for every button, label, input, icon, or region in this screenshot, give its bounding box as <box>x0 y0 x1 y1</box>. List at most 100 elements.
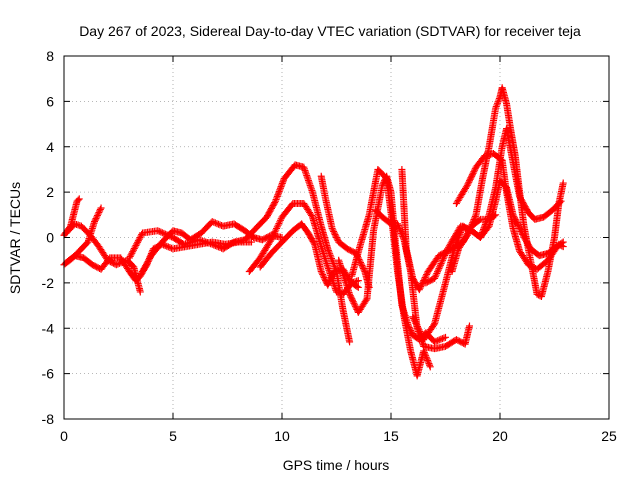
data-point <box>469 217 477 225</box>
data-point <box>324 281 332 289</box>
data-point <box>417 329 425 337</box>
data-point <box>96 207 104 215</box>
data-point <box>278 179 286 187</box>
data-point <box>272 226 280 234</box>
data-point <box>423 355 431 363</box>
data-point <box>354 283 362 291</box>
data-point <box>276 184 284 192</box>
data-point <box>414 324 422 332</box>
data-point <box>74 196 82 204</box>
data-point <box>328 255 336 263</box>
data-point <box>308 212 316 220</box>
data-point <box>273 192 281 200</box>
data-point <box>280 176 288 184</box>
data-point <box>318 269 326 277</box>
y-axis-label: SDTVAR / TECUs <box>7 182 23 294</box>
data-point <box>97 204 105 212</box>
data-point <box>325 248 333 256</box>
data-point <box>332 232 340 240</box>
data-point <box>210 218 218 226</box>
data-point <box>274 191 282 199</box>
data-point <box>515 223 523 231</box>
data-point <box>513 218 521 226</box>
data-point <box>346 290 354 298</box>
data-point <box>559 243 567 251</box>
data-point <box>435 265 443 273</box>
data-point <box>395 223 403 231</box>
data-points <box>60 84 567 380</box>
data-point <box>433 269 441 277</box>
data-point <box>359 265 367 273</box>
data-point <box>137 232 145 240</box>
data-point <box>115 259 123 267</box>
x-tick-label: 15 <box>383 428 399 444</box>
data-point <box>276 186 284 194</box>
data-point <box>461 224 469 232</box>
data-point <box>119 258 127 266</box>
data-point <box>331 230 339 238</box>
data-point <box>310 239 318 247</box>
data-point <box>466 175 474 183</box>
data-point <box>423 269 431 277</box>
data-point <box>349 298 357 306</box>
data-point <box>417 283 425 291</box>
data-point <box>418 281 426 289</box>
data-point <box>93 213 101 221</box>
data-point <box>317 268 325 276</box>
data-point <box>324 245 332 253</box>
data-point <box>425 360 433 368</box>
data-point <box>440 253 448 261</box>
data-point <box>319 272 327 280</box>
data-point <box>437 260 445 268</box>
data-point <box>512 217 520 225</box>
data-point <box>348 295 356 303</box>
series-track-17 <box>448 84 567 300</box>
data-point <box>381 173 389 181</box>
x-tick-label: 20 <box>492 428 508 444</box>
data-point <box>92 215 100 223</box>
data-point <box>126 252 134 260</box>
data-point <box>467 222 475 230</box>
data-point <box>128 249 136 257</box>
data-point <box>422 272 430 280</box>
data-point <box>157 228 165 236</box>
data-point <box>273 224 281 232</box>
data-point <box>154 227 162 235</box>
data-point <box>353 283 361 291</box>
data-point <box>481 222 489 230</box>
data-point <box>465 178 473 186</box>
data-point <box>275 220 283 228</box>
data-point <box>396 226 404 234</box>
data-point <box>416 284 424 292</box>
data-point <box>214 243 222 251</box>
series-track-8 <box>256 220 362 291</box>
data-point <box>117 259 125 267</box>
x-tick-label: 25 <box>601 428 617 444</box>
data-point <box>431 273 439 281</box>
y-tick-label: 8 <box>46 48 54 64</box>
data-point <box>471 166 479 174</box>
data-point <box>394 220 402 228</box>
data-point <box>132 241 140 249</box>
y-tick-label: -8 <box>42 411 55 427</box>
data-point <box>213 242 221 250</box>
data-point <box>483 217 491 225</box>
data-point <box>276 216 284 224</box>
data-point <box>460 223 468 231</box>
data-point <box>477 232 485 240</box>
data-point <box>354 277 362 285</box>
data-point <box>136 234 144 242</box>
data-point <box>330 227 338 235</box>
data-point <box>492 103 500 111</box>
data-point <box>434 268 442 276</box>
data-point <box>415 326 423 334</box>
data-point <box>422 352 430 360</box>
data-point <box>430 321 438 329</box>
data-point <box>346 338 354 346</box>
data-point <box>160 229 168 237</box>
data-point <box>75 195 83 203</box>
data-point <box>412 319 420 327</box>
data-point <box>330 261 338 269</box>
data-point <box>326 277 334 285</box>
data-point <box>211 219 219 227</box>
